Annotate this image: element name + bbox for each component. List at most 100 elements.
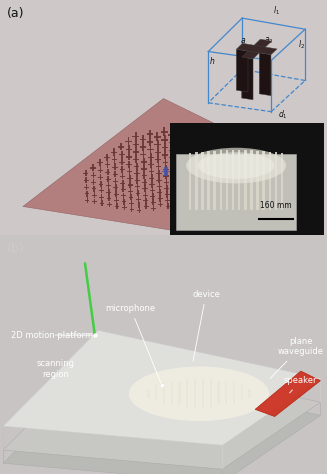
Bar	[190, 136, 197, 137]
Bar	[115, 206, 119, 207]
Bar	[100, 203, 104, 204]
Bar	[226, 182, 228, 207]
Bar	[142, 143, 144, 151]
Bar	[195, 181, 198, 203]
Polygon shape	[176, 155, 296, 230]
Bar	[263, 157, 265, 181]
Bar	[215, 148, 216, 157]
Bar	[109, 195, 110, 201]
Bar	[126, 141, 131, 142]
Bar	[119, 169, 125, 170]
Bar	[136, 170, 138, 177]
Bar	[133, 159, 139, 160]
Bar	[185, 176, 191, 177]
Bar	[145, 191, 146, 198]
Bar	[275, 188, 277, 210]
Text: plane
waveguide: plane waveguide	[270, 337, 324, 379]
Bar	[263, 167, 265, 191]
Bar	[151, 202, 156, 203]
Bar	[164, 182, 169, 183]
Bar	[198, 146, 204, 148]
Bar	[250, 160, 253, 184]
Text: $d_1$: $d_1$	[279, 109, 288, 121]
Bar	[281, 188, 283, 210]
Bar	[249, 389, 251, 394]
Bar	[157, 186, 162, 187]
Bar	[179, 149, 181, 157]
Bar	[179, 186, 184, 187]
Bar	[238, 154, 240, 178]
Bar	[216, 176, 218, 183]
Bar	[185, 128, 187, 137]
Bar	[268, 155, 271, 178]
Bar	[179, 381, 181, 388]
Bar	[263, 180, 265, 203]
Bar	[201, 193, 206, 194]
Bar	[241, 392, 243, 398]
Bar	[263, 155, 265, 178]
Bar	[210, 192, 212, 199]
Bar	[201, 174, 204, 197]
Text: 2D motion platform: 2D motion platform	[11, 330, 94, 339]
Bar	[223, 179, 225, 186]
Bar	[186, 378, 188, 385]
Bar	[275, 168, 277, 191]
Bar	[148, 156, 154, 158]
Bar	[196, 193, 197, 200]
Bar	[275, 159, 277, 181]
Bar	[155, 159, 161, 160]
Bar	[135, 186, 140, 188]
Bar	[157, 192, 163, 193]
Bar	[219, 148, 226, 150]
Bar	[194, 398, 196, 404]
Bar	[160, 201, 161, 207]
Bar	[129, 203, 134, 204]
Bar	[99, 159, 101, 166]
Bar	[106, 154, 108, 161]
Bar	[163, 382, 165, 388]
Bar	[210, 378, 212, 385]
Bar	[186, 394, 188, 401]
Bar	[158, 170, 160, 177]
Bar	[191, 151, 197, 152]
Bar	[201, 199, 206, 200]
Bar	[179, 391, 181, 398]
Bar	[198, 161, 205, 162]
Bar	[206, 164, 212, 165]
Bar	[178, 133, 180, 142]
Bar	[244, 166, 247, 191]
Bar	[233, 147, 240, 149]
Bar	[166, 191, 168, 198]
Bar	[256, 176, 259, 201]
Bar	[202, 183, 204, 191]
Bar	[128, 146, 130, 153]
Bar	[93, 172, 94, 178]
Bar	[115, 184, 117, 191]
Bar	[200, 150, 202, 158]
Bar	[275, 162, 277, 184]
Bar	[275, 172, 277, 194]
Bar	[226, 154, 228, 178]
Bar	[238, 176, 240, 201]
Bar	[237, 164, 239, 173]
Bar	[281, 185, 283, 207]
Bar	[256, 173, 259, 197]
Bar	[232, 163, 234, 188]
Bar	[94, 199, 95, 204]
Bar	[137, 190, 139, 196]
Bar	[179, 384, 181, 391]
Bar	[201, 158, 204, 181]
Bar	[158, 176, 160, 183]
Bar	[109, 201, 110, 207]
Bar	[174, 193, 175, 200]
Bar	[147, 392, 150, 398]
Bar	[119, 162, 125, 163]
Bar	[231, 181, 232, 189]
Bar	[229, 185, 234, 186]
Bar	[136, 163, 138, 170]
Bar	[173, 202, 178, 203]
Bar	[178, 141, 180, 149]
Text: $a$: $a$	[240, 36, 247, 46]
Bar	[186, 159, 188, 167]
Bar	[165, 200, 170, 201]
